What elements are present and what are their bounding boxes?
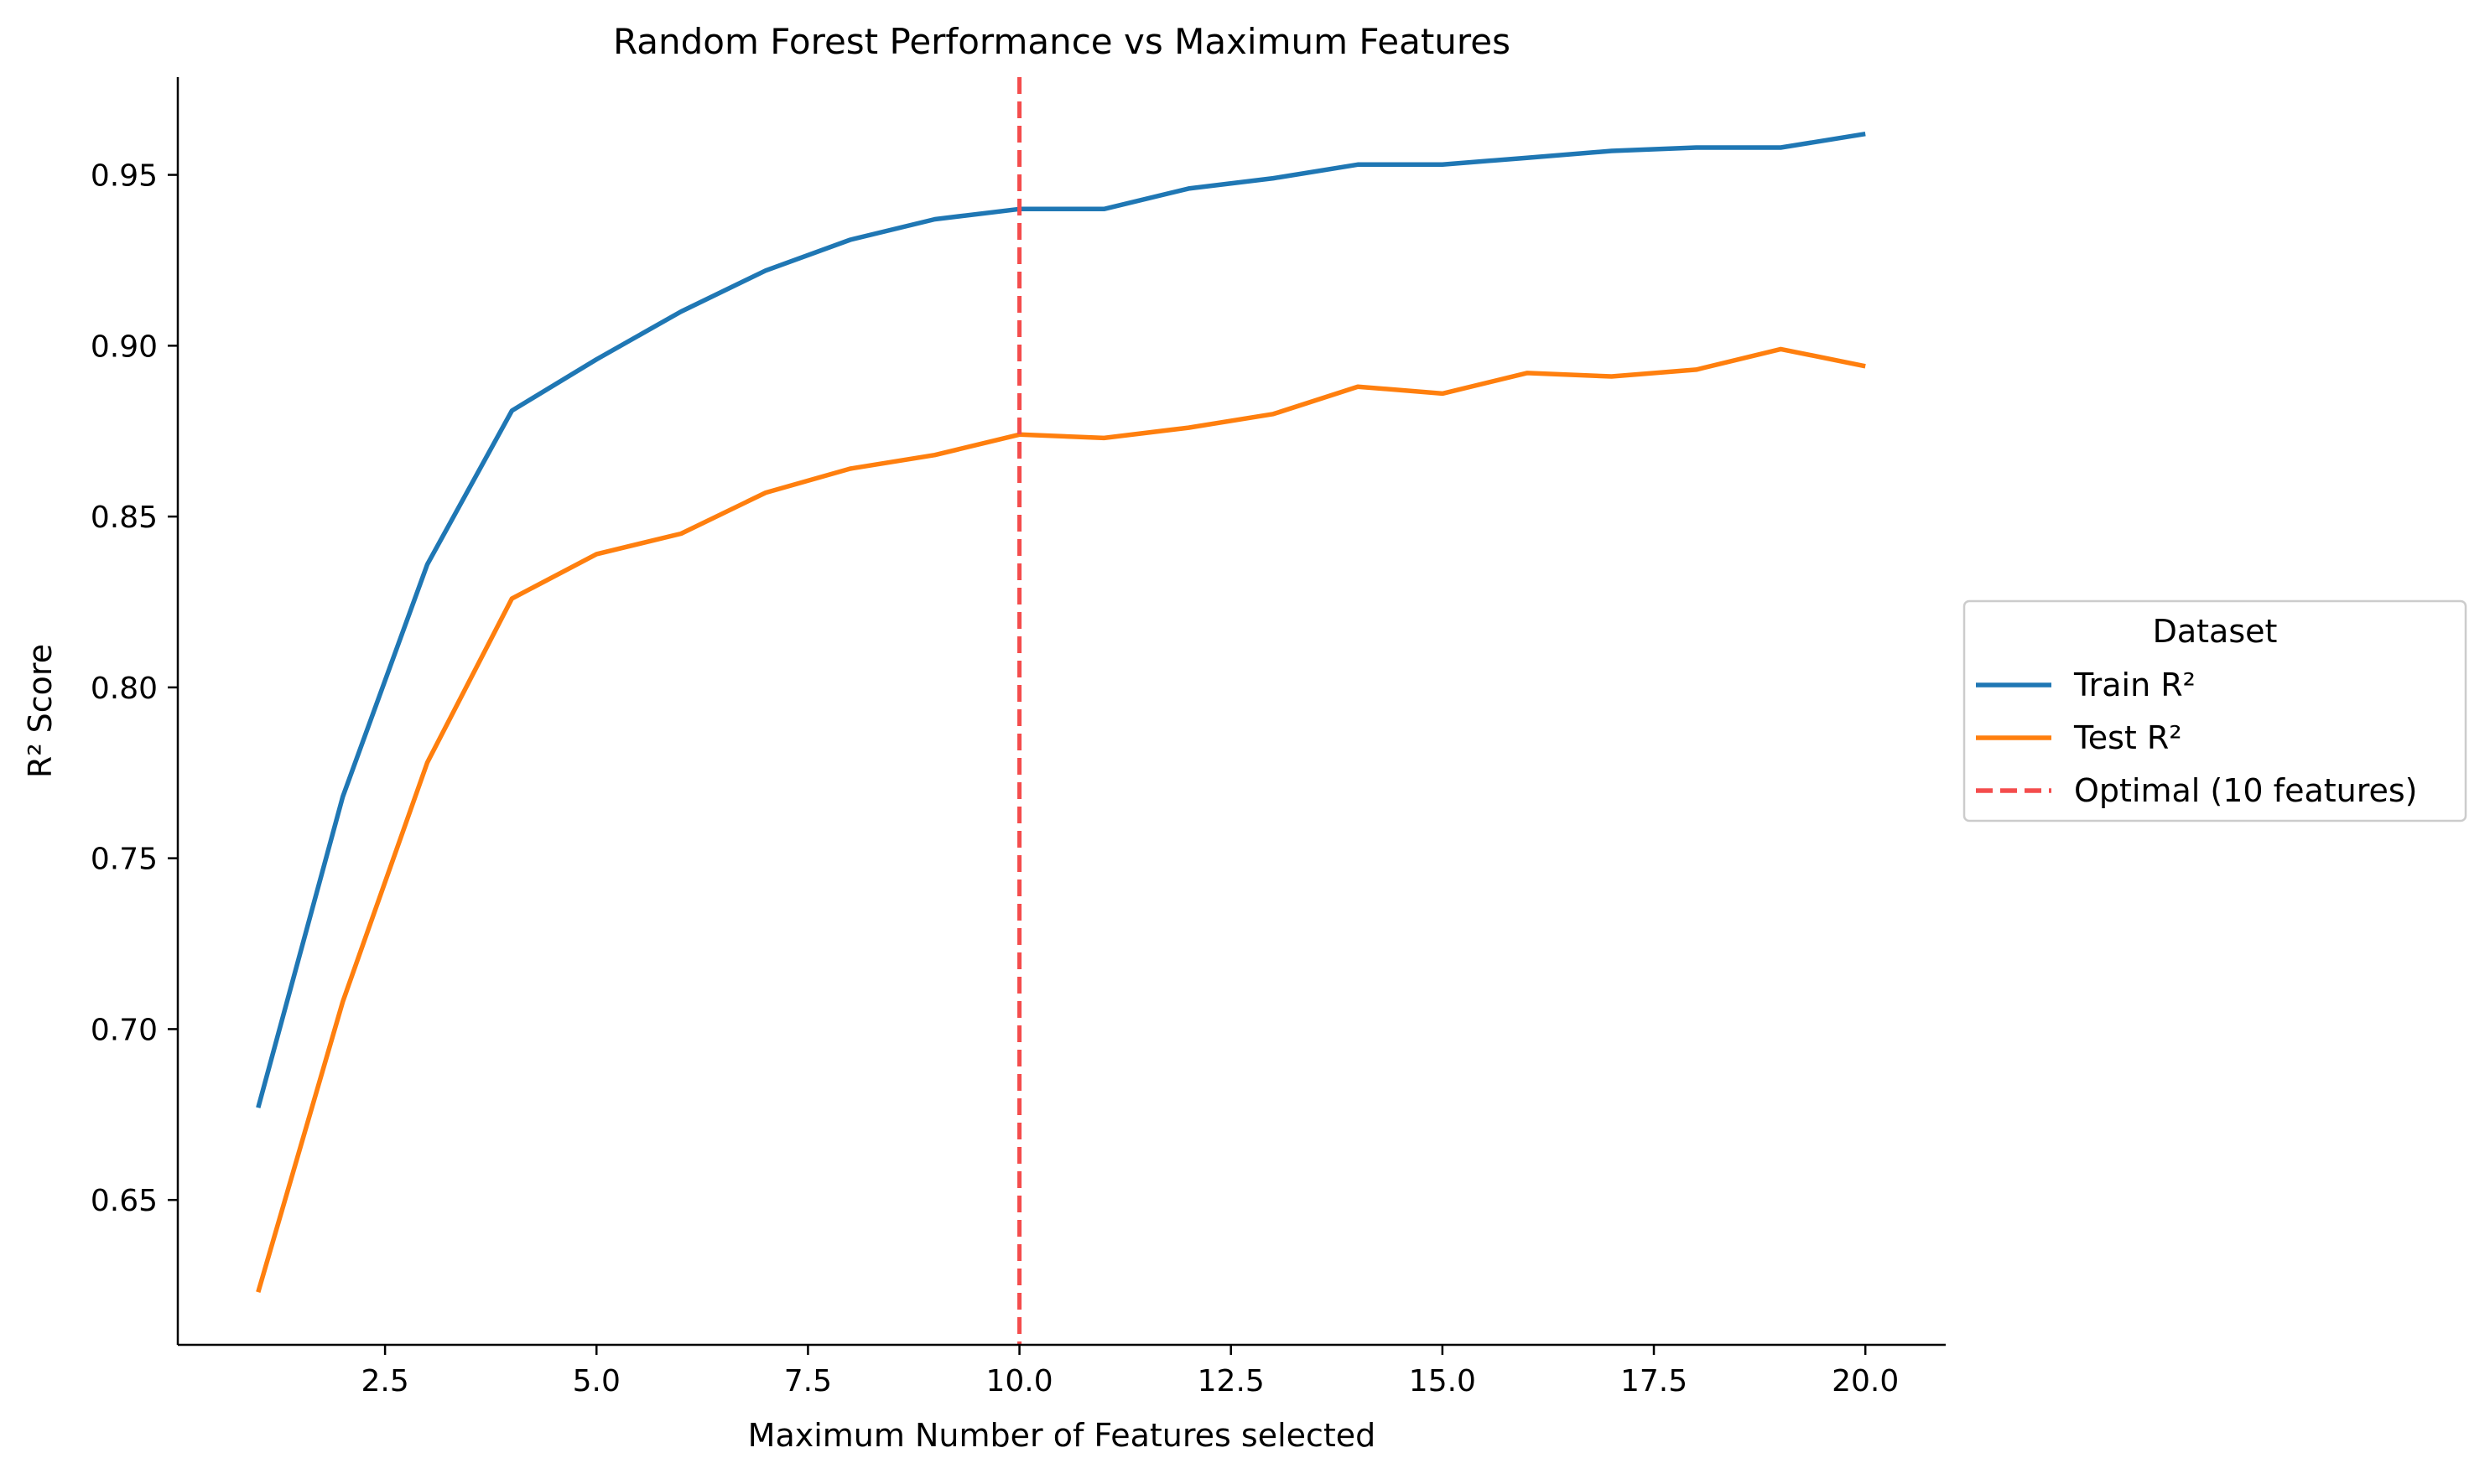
x-tick-label: 10.0 xyxy=(985,1364,1053,1398)
legend-label: Optimal (10 features) xyxy=(2074,772,2418,809)
x-axis-ticks: 2.5 5.0 7.5 10.0 12.5 15.0 17.5 20.0 xyxy=(361,1345,1899,1398)
x-tick-label: 17.5 xyxy=(1620,1364,1687,1398)
x-tick-label: 5.0 xyxy=(573,1364,621,1398)
y-tick-label: 0.85 xyxy=(91,501,158,535)
y-tick-label: 0.90 xyxy=(91,329,158,364)
y-tick-label: 0.80 xyxy=(91,672,158,706)
legend-label: Train R² xyxy=(2073,667,2196,703)
x-tick-label: 12.5 xyxy=(1198,1364,1265,1398)
legend-title: Dataset xyxy=(2153,613,2278,650)
legend-frame xyxy=(1962,599,2467,822)
x-tick-label: 7.5 xyxy=(784,1364,832,1398)
chart-title: Random Forest Performance vs Maximum Fea… xyxy=(613,21,1510,62)
series-line-0 xyxy=(256,131,1866,1108)
y-tick-label: 0.70 xyxy=(91,1013,158,1047)
x-tick-label: 20.0 xyxy=(1832,1364,1899,1398)
legend: Dataset Train R² Test R² Optimal (10 featu… xyxy=(1962,599,2467,822)
y-tick-label: 0.75 xyxy=(91,843,158,877)
legend-label: Test R² xyxy=(2073,719,2182,756)
plot-area xyxy=(256,77,1866,1345)
y-axis-ticks: 0.65 0.70 0.75 0.80 0.85 0.90 0.95 xyxy=(91,159,178,1218)
y-axis-label: R² Score xyxy=(22,644,59,778)
x-tick-label: 15.0 xyxy=(1409,1364,1476,1398)
x-axis-label: Maximum Number of Features selected xyxy=(748,1417,1376,1454)
y-tick-label: 0.65 xyxy=(91,1184,158,1218)
x-tick-label: 2.5 xyxy=(361,1364,408,1398)
series-line-1 xyxy=(256,346,1866,1293)
y-tick-label: 0.95 xyxy=(91,159,158,194)
